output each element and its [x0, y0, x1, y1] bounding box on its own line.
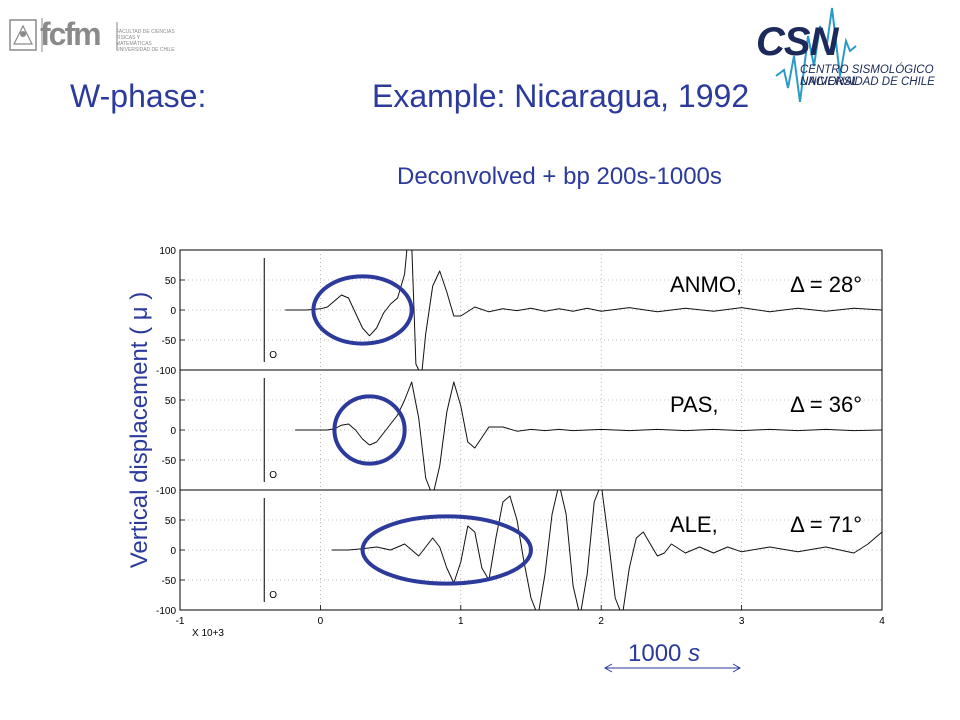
panel-2: 50 0 -50 -100 O ALE, Δ = 71°: [156, 489, 883, 617]
fcfm-seal-icon: [9, 18, 118, 52]
y-tick-label: -100: [156, 486, 176, 497]
x-tick-label: -1: [176, 616, 185, 627]
x-tick-label: 0: [318, 616, 324, 627]
scale-bar-label: 1000 s: [628, 640, 700, 668]
fcfm-subtitle-line: FÍSICAS Y MATEMÁTICAS: [116, 35, 152, 47]
origin-marker-label: O: [269, 590, 277, 601]
y-tick-label: 50: [165, 516, 177, 527]
station-label: ALE,: [670, 512, 718, 537]
distance-label: Δ = 28°: [790, 272, 862, 297]
y-tick-label: 50: [165, 396, 177, 407]
w-phase-highlight-ellipse: [332, 394, 407, 466]
y-tick-label: 0: [170, 306, 176, 317]
y-tick-label: -50: [162, 456, 177, 467]
panel-0: 100 50 0 -50 -100 O ANMO, Δ = 28°: [156, 246, 883, 377]
y-tick-label: -50: [162, 336, 177, 347]
y-tick-label: -100: [156, 366, 176, 377]
y-tick-label: -100: [156, 606, 176, 617]
scale-bar-value: 1000: [628, 640, 682, 667]
csn-logo-line2: UNIVERSIDAD DE CHILE: [800, 76, 935, 88]
scale-bar-arrow-right: [732, 663, 742, 673]
fcfm-subtitle-line: UNIVERSIDAD DE CHILE: [116, 47, 175, 53]
waveform-trace: [331, 490, 882, 610]
station-label: PAS,: [670, 392, 719, 417]
w-phase-highlight-ellipse: [311, 274, 414, 346]
fcfm-subtitle-line: FACULTAD DE CIENCIAS: [116, 29, 175, 35]
y-tick-label: 0: [170, 426, 176, 437]
waveform-trace: [285, 250, 882, 370]
panel-1: 50 0 -50 -100 O PAS, Δ = 36°: [156, 369, 883, 497]
x-multiplier-label: X 10+3: [192, 628, 224, 639]
x-tick-label: 1: [458, 616, 464, 627]
waveform-trace: [295, 381, 882, 490]
distance-label: Δ = 36°: [790, 392, 862, 417]
station-label: ANMO,: [670, 272, 742, 297]
slide-subtitle: Deconvolved + bp 200s-1000s: [397, 163, 722, 190]
origin-marker-label: O: [269, 470, 277, 481]
x-tick-label: 4: [879, 616, 885, 627]
x-tick-label: 2: [598, 616, 604, 627]
w-phase-highlight-ellipse: [360, 514, 534, 586]
slide-title-right: Example: Nicaragua, 1992: [372, 78, 750, 114]
y-tick-label: 0: [170, 546, 176, 557]
csn-logo-line1: CENTRO SISMOLÓGICO NACIONAL: [800, 64, 934, 88]
y-tick-label: 100: [159, 246, 176, 257]
scale-bar-arrow-left: [603, 663, 613, 673]
slide-title-left: W-phase:: [70, 78, 207, 114]
x-tick-label: 3: [739, 616, 745, 627]
fcfm-logo-text: fcfm: [40, 16, 102, 52]
csn-seismogram-icon: [775, 7, 857, 102]
origin-marker-label: O: [269, 350, 277, 361]
y-tick-label: -50: [162, 576, 177, 587]
fcfm-logo-subtitle: FACULTAD DE CIENCIAS FÍSICAS Y MATEMÁTIC…: [116, 29, 176, 53]
y-tick-label: 50: [165, 276, 177, 287]
distance-label: Δ = 71°: [790, 512, 862, 537]
scale-bar-unit: s: [688, 640, 701, 667]
csn-logo-text: CSN: [756, 20, 838, 64]
